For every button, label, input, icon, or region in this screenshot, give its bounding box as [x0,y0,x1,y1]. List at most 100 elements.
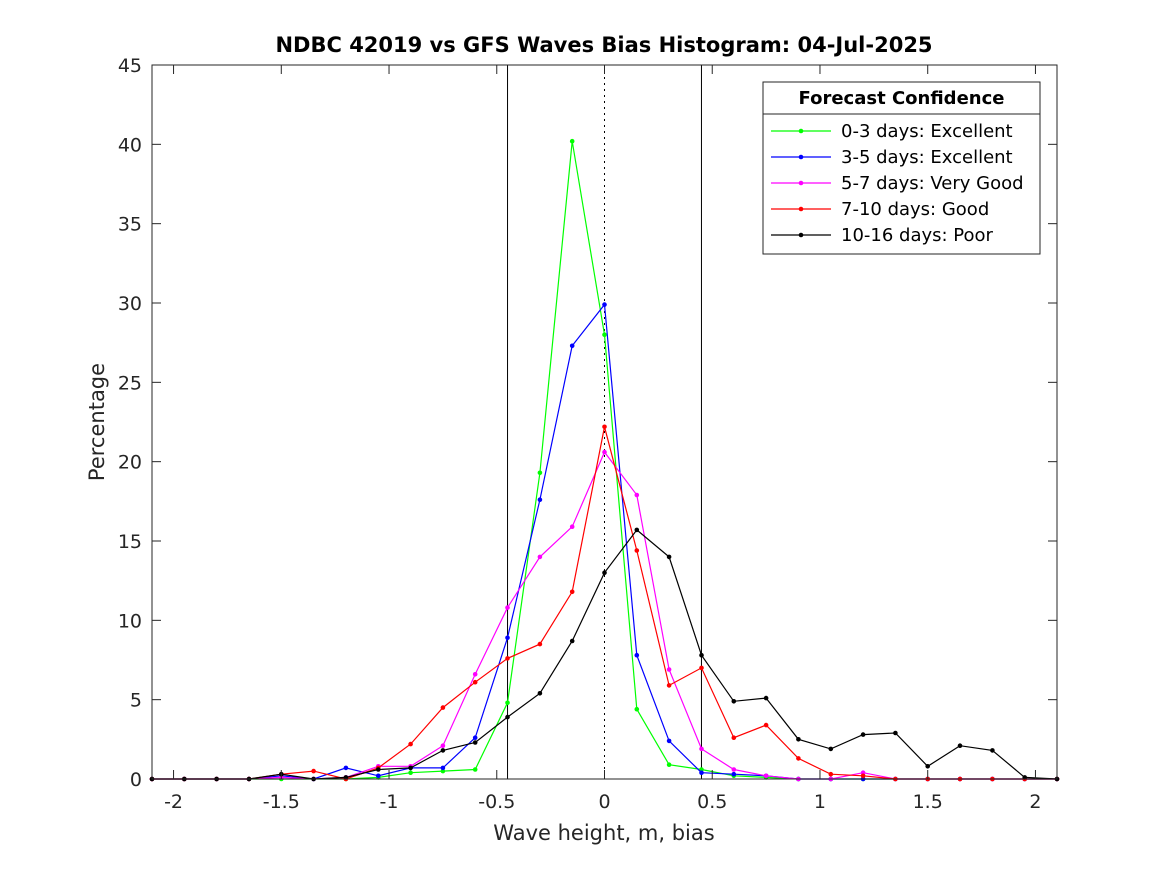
series-3-point [537,641,543,647]
legend-box [762,81,1041,255]
series-1-point [602,302,607,307]
legend-label-4: 10-16 days: Poor [841,225,994,246]
legend: Forecast Confidence 0-3 days: Excellent 3-… [762,81,1041,255]
y-tick-label: 35 [118,214,142,236]
series-0-point [505,700,510,706]
legend-label-2: 5-7 days: Very Good [841,173,1024,194]
series-2-point [763,773,769,779]
x-tick-label: 1 [814,791,826,813]
series-0-point [472,767,478,772]
series-3-point [731,735,737,740]
series-3-point [634,548,640,553]
legend-marker-3 [798,206,804,212]
y-tick-label: 30 [118,293,142,315]
y-tick-label: 25 [118,372,142,394]
series-4-point [731,699,737,704]
x-tick-label: 0.5 [697,791,727,813]
series-2-point [731,767,737,772]
y-tick-label: 20 [118,452,142,474]
series-4-point [957,743,963,748]
series-3-point [666,683,672,688]
x-axis-label: Wave height, m, bias [493,821,714,845]
x-tick-label: 2 [1029,791,1041,813]
x-tick-label: -2 [164,791,183,813]
y-axis-label: Percentage [85,363,109,481]
series-2-point [569,524,575,529]
series-3-point [472,679,478,685]
series-4-point [763,695,769,701]
series-3-point [408,741,413,747]
series-3-point [699,665,704,671]
legend-label-0: 0-3 days: Excellent [841,121,1013,142]
legend-label-1: 3-5 days: Excellent [841,147,1013,168]
legend-label-3: 7-10 days: Good [841,199,989,220]
y-tick-label: 5 [130,690,142,712]
series-4-point [796,737,801,742]
legend-marker-0 [798,128,804,134]
series-1-point [731,771,737,777]
y-tick-label: 40 [118,134,142,156]
series-0-point [569,138,575,144]
series-4-point [505,714,510,720]
series-0-point [666,762,672,767]
series-4-point [666,554,672,560]
series-0-point [699,767,704,772]
series-1-point [634,652,640,658]
series-4-point [376,767,381,772]
legend-title: Forecast Confidence [799,88,1005,109]
legend-marker-1 [798,154,804,160]
x-tick-label: 1.5 [913,791,943,813]
series-3-point [796,756,801,761]
series-0-point [440,768,446,774]
series-2-point [440,743,446,748]
series-1-point [537,497,543,503]
series-1-point [343,765,349,771]
series-3-point [505,656,510,661]
legend-marker-4 [798,232,804,238]
series-3-point [602,424,607,430]
chart-title: NDBC 42019 vs GFS Waves Bias Histogram: … [275,33,932,57]
series-1-point [666,738,672,744]
series-4-point [537,691,543,696]
series-4-point [569,638,575,644]
series-4-point [440,748,446,753]
series-0-point [408,770,413,775]
series-4-point [893,730,898,736]
series-4-point [472,740,478,745]
series-2-point [537,554,543,560]
series-3-point [311,768,316,774]
series-4-point [925,764,930,769]
series-2-point [666,667,672,672]
series-1-point [376,773,381,779]
series-3-point [763,722,769,728]
series-1-point [569,343,575,349]
legend-marker-2 [798,180,804,186]
x-tick-label: 0 [598,791,610,813]
series-2-point [472,672,478,677]
series-3-point [569,589,575,595]
series-2-point [634,492,640,498]
series-2-point [505,605,510,610]
series-3-point [440,705,446,710]
y-tick-label: 45 [118,55,142,77]
series-2-point [602,449,607,455]
series-0-point [537,470,543,476]
y-tick-label: 10 [118,610,142,632]
series-4-point [828,746,834,752]
y-tick-label: 15 [118,531,142,553]
x-tick-label: -0.5 [478,791,515,813]
series-0-point [634,706,640,712]
series-4-point [860,732,866,737]
series-4-point [634,527,640,533]
series-1-point [699,770,704,775]
series-4-point [699,652,704,658]
series-1-point [472,735,478,740]
series-0-point [602,332,607,338]
series-4-point [408,765,413,771]
series-1-point [505,635,510,641]
series-2-point [699,746,704,752]
x-tick-label: -1.5 [263,791,300,813]
x-tick-label: -1 [380,791,399,813]
